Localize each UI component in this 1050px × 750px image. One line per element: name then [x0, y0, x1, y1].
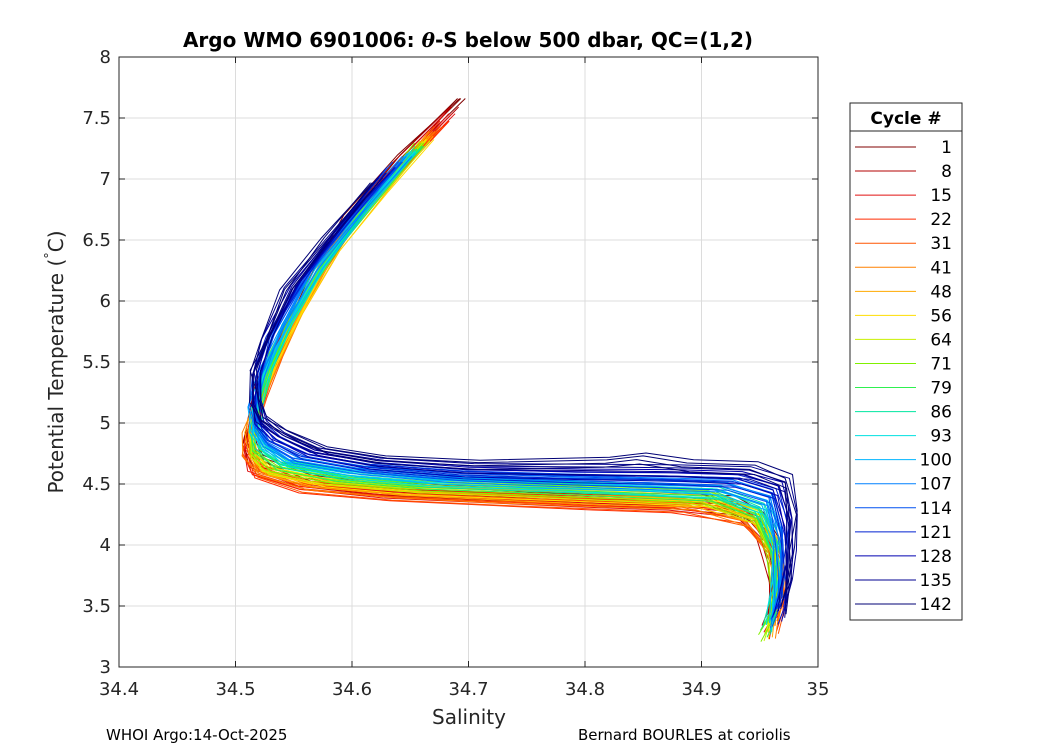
legend-label-31: 31 [930, 234, 952, 254]
x-tick-label: 35 [807, 679, 830, 700]
legend: Cycle # 1 8 15 22 31 41 48 56 64 71 79 86 93 100 107 11… [849, 102, 963, 621]
footer-credit: Bernard BOURLES at coriolis [578, 726, 791, 744]
chart-title: Argo WMO 6901006: θ-S below 500 dbar, QC… [183, 28, 753, 52]
legend-label-79: 79 [930, 379, 952, 399]
legend-label-100: 100 [920, 451, 952, 471]
x-tick-label: 34.4 [99, 679, 139, 700]
y-tick-label: 3.5 [82, 596, 111, 617]
legend-label-71: 71 [930, 354, 952, 374]
cycle-135-profile [253, 177, 793, 606]
footer-source: WHOI Argo:14-Oct-2025 [106, 726, 288, 744]
legend-label-64: 64 [930, 330, 952, 350]
x-tick-label: 34.8 [565, 679, 605, 700]
y-tick-label: 7.5 [82, 108, 111, 129]
y-tick-label: 8 [100, 47, 111, 68]
x-tick-label: 34.9 [681, 679, 721, 700]
series-142 [249, 182, 798, 615]
legend-label-107: 107 [920, 475, 952, 495]
y-tick-label: 4 [100, 535, 111, 556]
legend-box [849, 102, 963, 621]
x-tick-label: 34.5 [215, 679, 255, 700]
legend-label-93: 93 [930, 427, 952, 447]
x-tick-label: 34.7 [448, 679, 488, 700]
legend-label-56: 56 [930, 306, 952, 326]
legend-label-48: 48 [930, 282, 952, 302]
legend-label-114: 114 [920, 499, 952, 519]
cycle-142-profile [249, 182, 797, 602]
cycle-121-profile [251, 167, 785, 618]
legend-label-142: 142 [920, 595, 952, 615]
legend-label-15: 15 [930, 186, 952, 206]
y-tick-label: 5.5 [82, 352, 111, 373]
cycle-142-profile [249, 182, 788, 608]
y-tick-label: 7 [100, 169, 111, 190]
ticks [118, 56, 819, 668]
legend-label-1: 1 [941, 138, 952, 158]
series-lines [241, 98, 798, 642]
cycle-100-profile [251, 153, 778, 631]
legend-label-41: 41 [930, 258, 952, 278]
x-tick-label: 34.6 [332, 679, 372, 700]
y-tick-label: 6.5 [82, 230, 111, 251]
y-tick-labels: 3 3.5 4 4.5 5 5.5 6 6.5 7 7.5 8 [82, 47, 111, 678]
y-tick-label: 5 [100, 413, 111, 434]
y-axis-label: Potential Temperature (°C) [43, 230, 68, 493]
y-tick-label: 6 [100, 291, 111, 312]
legend-label-8: 8 [941, 162, 952, 182]
x-tick-labels: 34.4 34.5 34.6 34.7 34.8 34.9 35 [99, 679, 829, 700]
y-tick-label: 4.5 [82, 474, 111, 495]
y-tick-label: 3 [100, 657, 111, 678]
legend-label-86: 86 [930, 403, 952, 423]
cycle-142-profile [252, 182, 791, 615]
x-axis-label: Salinity [432, 705, 506, 729]
cycle-142-profile [256, 182, 798, 597]
legend-title: Cycle # [870, 109, 941, 129]
legend-label-121: 121 [920, 523, 952, 543]
legend-label-128: 128 [920, 547, 952, 567]
legend-label-135: 135 [920, 571, 952, 591]
cycle-114-profile [255, 161, 786, 627]
legend-label-22: 22 [930, 210, 952, 230]
